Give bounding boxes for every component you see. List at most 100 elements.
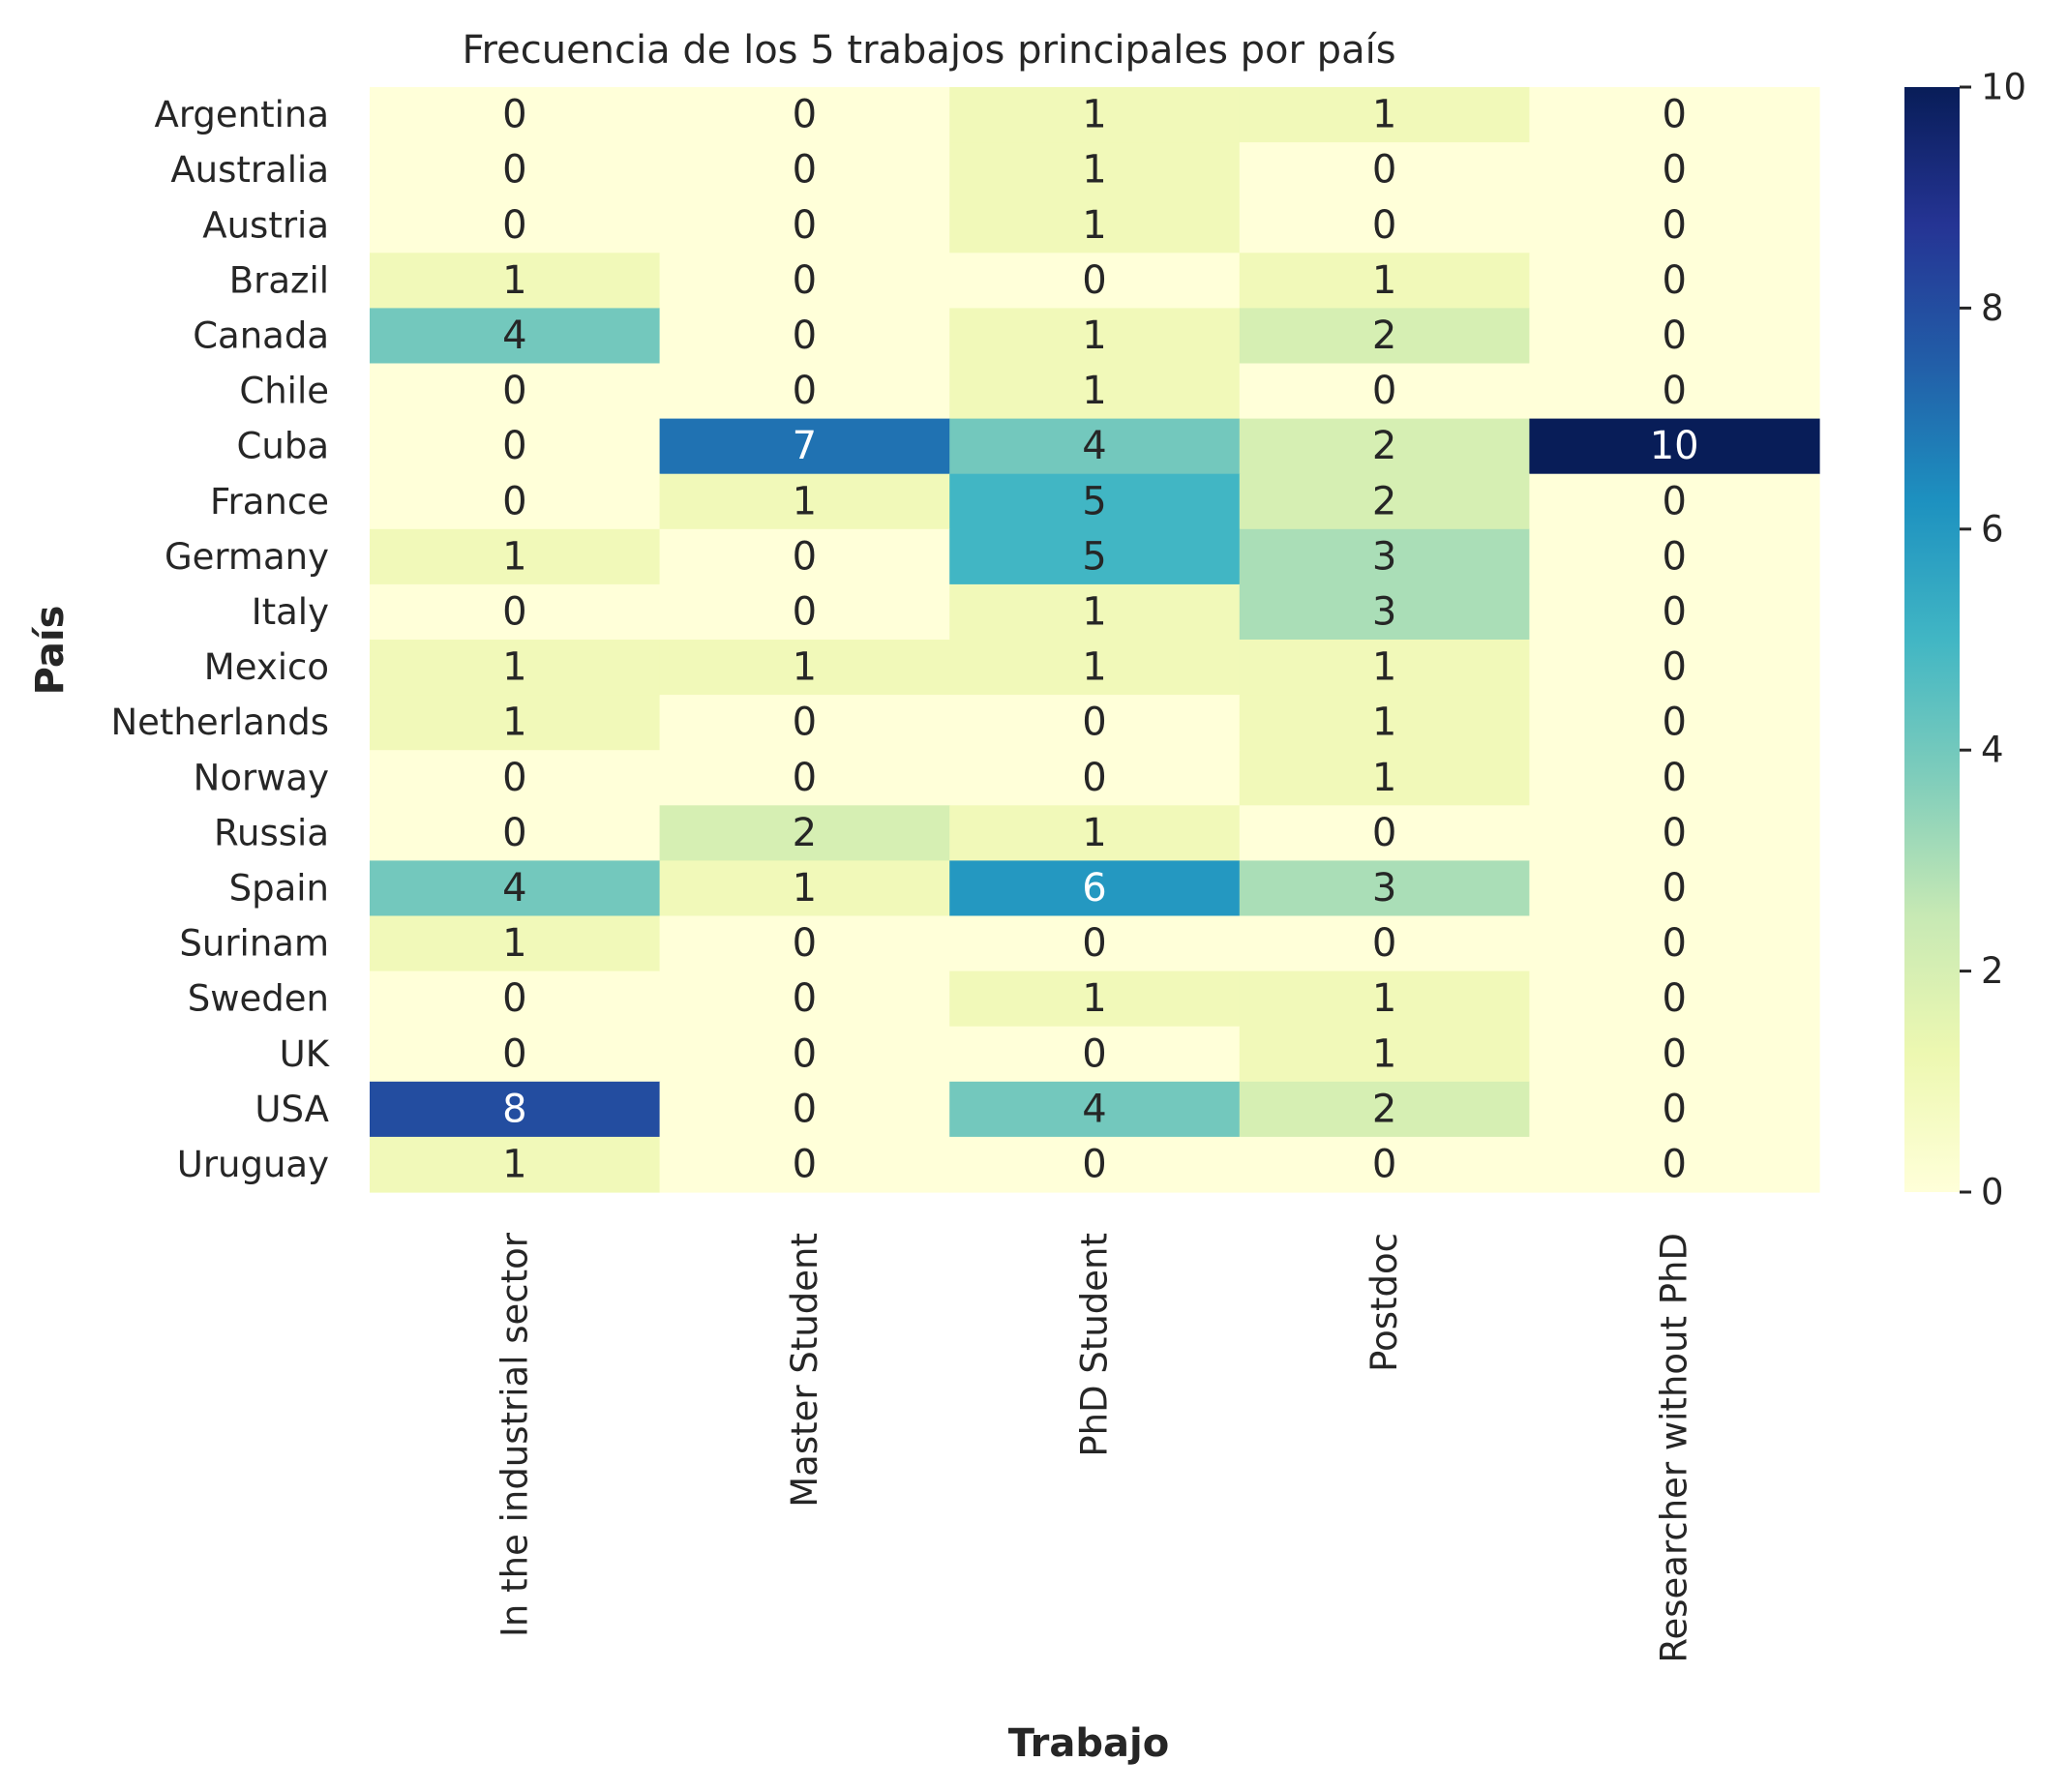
heatmap-cell-label: 5 xyxy=(1082,534,1106,579)
heatmap-cell xyxy=(949,528,1241,585)
heatmap-cell-label: 0 xyxy=(1372,148,1396,193)
heatmap-cell-label: 0 xyxy=(502,93,526,137)
heatmap-cell-label: 0 xyxy=(793,701,817,745)
heatmap-cell-label: 0 xyxy=(1662,589,1686,634)
heatmap-cell xyxy=(1239,971,1530,1028)
heatmap-cell xyxy=(949,583,1241,641)
heatmap-cell xyxy=(1239,418,1530,475)
heatmap-cell-label: 2 xyxy=(1372,1087,1396,1131)
heatmap-cell xyxy=(1239,915,1530,972)
heatmap-cell xyxy=(1529,197,1820,254)
heatmap-cell-label: 0 xyxy=(502,811,526,855)
heatmap-cell xyxy=(659,363,950,420)
heatmap-cell-label: 10 xyxy=(1650,424,1699,468)
heatmap-cell-label: 6 xyxy=(1082,866,1106,911)
y-tick-label: Russia xyxy=(214,812,329,853)
heatmap-cell xyxy=(659,1136,950,1193)
heatmap-cell xyxy=(370,363,661,420)
heatmap-cell xyxy=(1529,860,1820,917)
heatmap-cell xyxy=(1529,805,1820,861)
heatmap-cell-label: 2 xyxy=(793,811,817,855)
heatmap-cell xyxy=(1239,640,1530,696)
colorbar-tick-label: 10 xyxy=(1981,67,2026,108)
heatmap-cell xyxy=(370,915,661,972)
heatmap-cell xyxy=(1239,805,1530,861)
heatmap-cell-label: 0 xyxy=(1372,811,1396,855)
heatmap-cell-label: 0 xyxy=(502,756,526,800)
heatmap-cell-label: 0 xyxy=(1372,203,1396,248)
heatmap-cell-label: 0 xyxy=(793,534,817,579)
heatmap-cell-label: 0 xyxy=(1372,921,1396,966)
x-tick-label: PhD Student xyxy=(1074,1233,1116,1457)
heatmap-cell xyxy=(370,750,661,806)
heatmap-cell-label: 1 xyxy=(502,1142,526,1186)
heatmap-cell xyxy=(370,197,661,254)
heatmap-cell xyxy=(1239,308,1530,365)
heatmap-cell xyxy=(370,142,661,198)
heatmap-cell-label: 0 xyxy=(1662,314,1686,358)
heatmap-cell-label: 1 xyxy=(1082,645,1106,690)
heatmap-cell-label: 0 xyxy=(1372,369,1396,413)
heatmap-cell xyxy=(659,1026,950,1083)
heatmap-cell-label: 0 xyxy=(793,369,817,413)
heatmap-cell xyxy=(1529,640,1820,696)
heatmap-cell-label: 0 xyxy=(1662,921,1686,966)
heatmap-cell xyxy=(1529,915,1820,972)
heatmap-cell xyxy=(1239,197,1530,254)
chart-title: Frecuencia de los 5 trabajos principales… xyxy=(462,28,1395,73)
y-tick-label: Spain xyxy=(229,867,329,909)
heatmap-cell-label: 1 xyxy=(1082,203,1106,248)
y-tick-label: Brazil xyxy=(229,259,329,301)
heatmap-cell xyxy=(370,805,661,861)
heatmap-cell-label: 4 xyxy=(502,314,526,358)
y-tick-label: Chile xyxy=(239,371,329,412)
heatmap-cell-label: 2 xyxy=(1372,314,1396,358)
heatmap-cell xyxy=(370,473,661,530)
heatmap-cell xyxy=(1239,253,1530,309)
heatmap-cell-label: 0 xyxy=(1082,1031,1106,1076)
heatmap-cell-label: 1 xyxy=(793,479,817,523)
y-tick-label: Argentina xyxy=(155,94,329,135)
heatmap-cell-label: 0 xyxy=(793,1142,817,1186)
heatmap-cell xyxy=(1529,750,1820,806)
heatmap-cell xyxy=(370,860,661,917)
colorbar xyxy=(1904,87,1960,1192)
y-tick-label: Canada xyxy=(193,314,329,356)
heatmap-cell xyxy=(659,971,950,1028)
heatmap-cell xyxy=(659,418,950,475)
x-axis-label: Trabajo xyxy=(1008,1721,1169,1766)
heatmap-cell xyxy=(949,860,1241,917)
heatmap-cell xyxy=(1239,473,1530,530)
x-tick-label: Researcher without PhD xyxy=(1654,1233,1695,1663)
heatmap-cell-label: 0 xyxy=(1662,369,1686,413)
heatmap-cell xyxy=(1529,583,1820,641)
heatmap-cell xyxy=(949,1136,1241,1193)
heatmap-cell-label: 0 xyxy=(1662,93,1686,137)
heatmap-cell xyxy=(1529,971,1820,1028)
y-tick-label: UK xyxy=(280,1033,331,1075)
heatmap-cell-label: 1 xyxy=(793,866,817,911)
y-tick-label: Cuba xyxy=(237,426,329,467)
heatmap-cell-label: 0 xyxy=(1082,921,1106,966)
y-tick-label: Norway xyxy=(194,757,329,798)
heatmap-cell xyxy=(1239,583,1530,641)
heatmap-cell-label: 1 xyxy=(1372,645,1396,690)
heatmap-cell xyxy=(659,695,950,751)
heatmap-cell xyxy=(370,87,661,143)
heatmap-cell xyxy=(949,473,1241,530)
heatmap-cell xyxy=(659,860,950,917)
heatmap-cell-label: 0 xyxy=(502,1031,526,1076)
heatmap-cell-label: 0 xyxy=(793,921,817,966)
heatmap-cell xyxy=(659,805,950,861)
heatmap-cell-label: 0 xyxy=(1662,866,1686,911)
heatmap-cell xyxy=(949,695,1241,751)
heatmap-cell xyxy=(1239,142,1530,198)
heatmap-cell-label: 0 xyxy=(1662,811,1686,855)
heatmap-cell-label: 1 xyxy=(1372,258,1396,303)
heatmap-cell-label: 0 xyxy=(502,976,526,1021)
heatmap-cell-label: 0 xyxy=(1662,148,1686,193)
heatmap-cell xyxy=(1529,695,1820,751)
heatmap-cell-label: 2 xyxy=(1372,479,1396,523)
y-tick-label: Italy xyxy=(252,591,329,633)
x-tick-labels: In the industrial sector Master Student Ph… xyxy=(494,1232,1694,1662)
